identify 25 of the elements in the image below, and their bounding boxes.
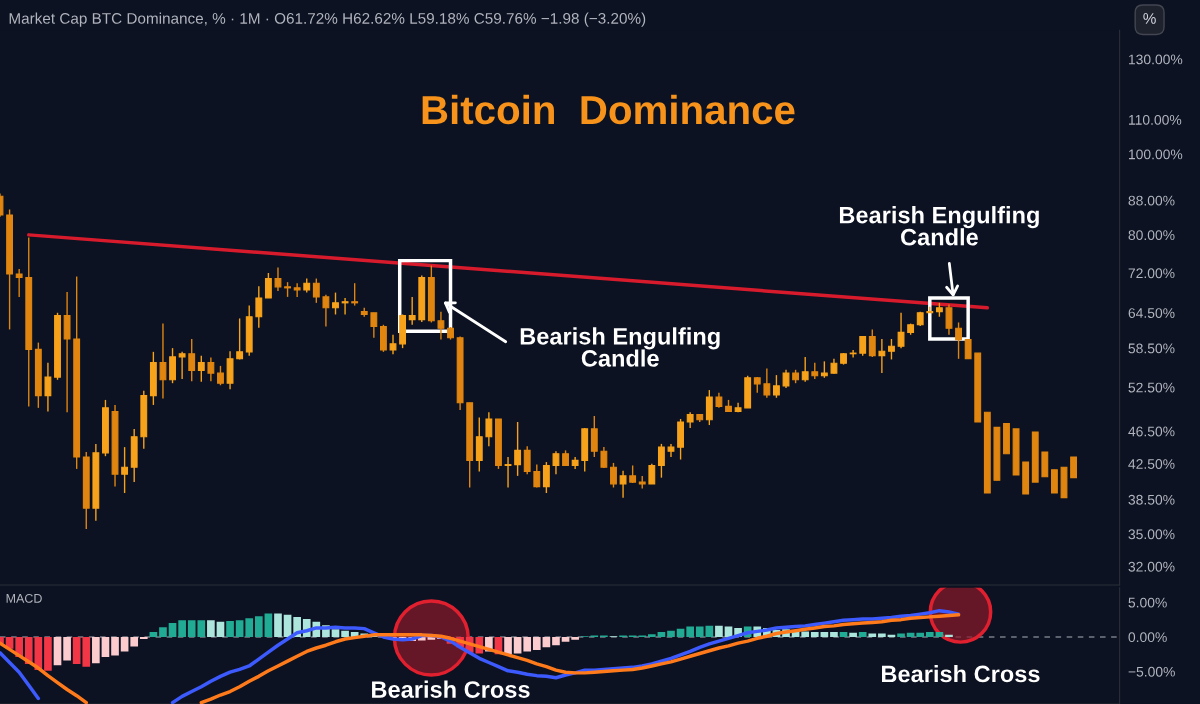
- text: %: [1143, 13, 1156, 24]
- annotation: Bearish Engulfing Candle: [839, 206, 1039, 246]
- y-tick-label: 38.50%: [1128, 494, 1175, 505]
- annotation: Bearish Cross: [882, 664, 1040, 683]
- y-tick-label: 52.50%: [1128, 382, 1175, 393]
- y-tick-label: 35.00%: [1128, 529, 1175, 540]
- y-tick-label: 100.00%: [1128, 149, 1183, 160]
- y-tick-label: 0.00%: [1128, 632, 1167, 643]
- y-tick-label: −5.00%: [1128, 666, 1175, 677]
- text: Market Cap BTC Dominance, % · 1M · O61.72% H62.62% L59.18% C59.76% −1.98 (−3.20%): [9, 12, 646, 27]
- y-tick-label: 5.00%: [1128, 597, 1167, 608]
- annotation: Bearish Cross: [372, 680, 530, 698]
- y-tick-label: 88.00%: [1128, 195, 1175, 206]
- y-tick-label: 32.00%: [1128, 561, 1175, 572]
- chart-title: MACD: [6, 593, 42, 603]
- y-tick-label: 58.50%: [1128, 343, 1175, 354]
- annotation: Bearish Engulfing Candle: [520, 327, 720, 367]
- y-tick-label: 64.50%: [1128, 308, 1175, 318]
- text: Bitcoin Dominance: [422, 94, 795, 125]
- y-tick-label: 110.00%: [1128, 114, 1182, 125]
- y-tick-label: 42.50%: [1128, 459, 1175, 469]
- y-tick-label: 130.00%: [1128, 54, 1183, 65]
- y-tick-label: 46.50%: [1128, 426, 1175, 437]
- y-tick-label: 80.00%: [1128, 230, 1175, 241]
- y-tick-label: 72.00%: [1128, 268, 1175, 279]
